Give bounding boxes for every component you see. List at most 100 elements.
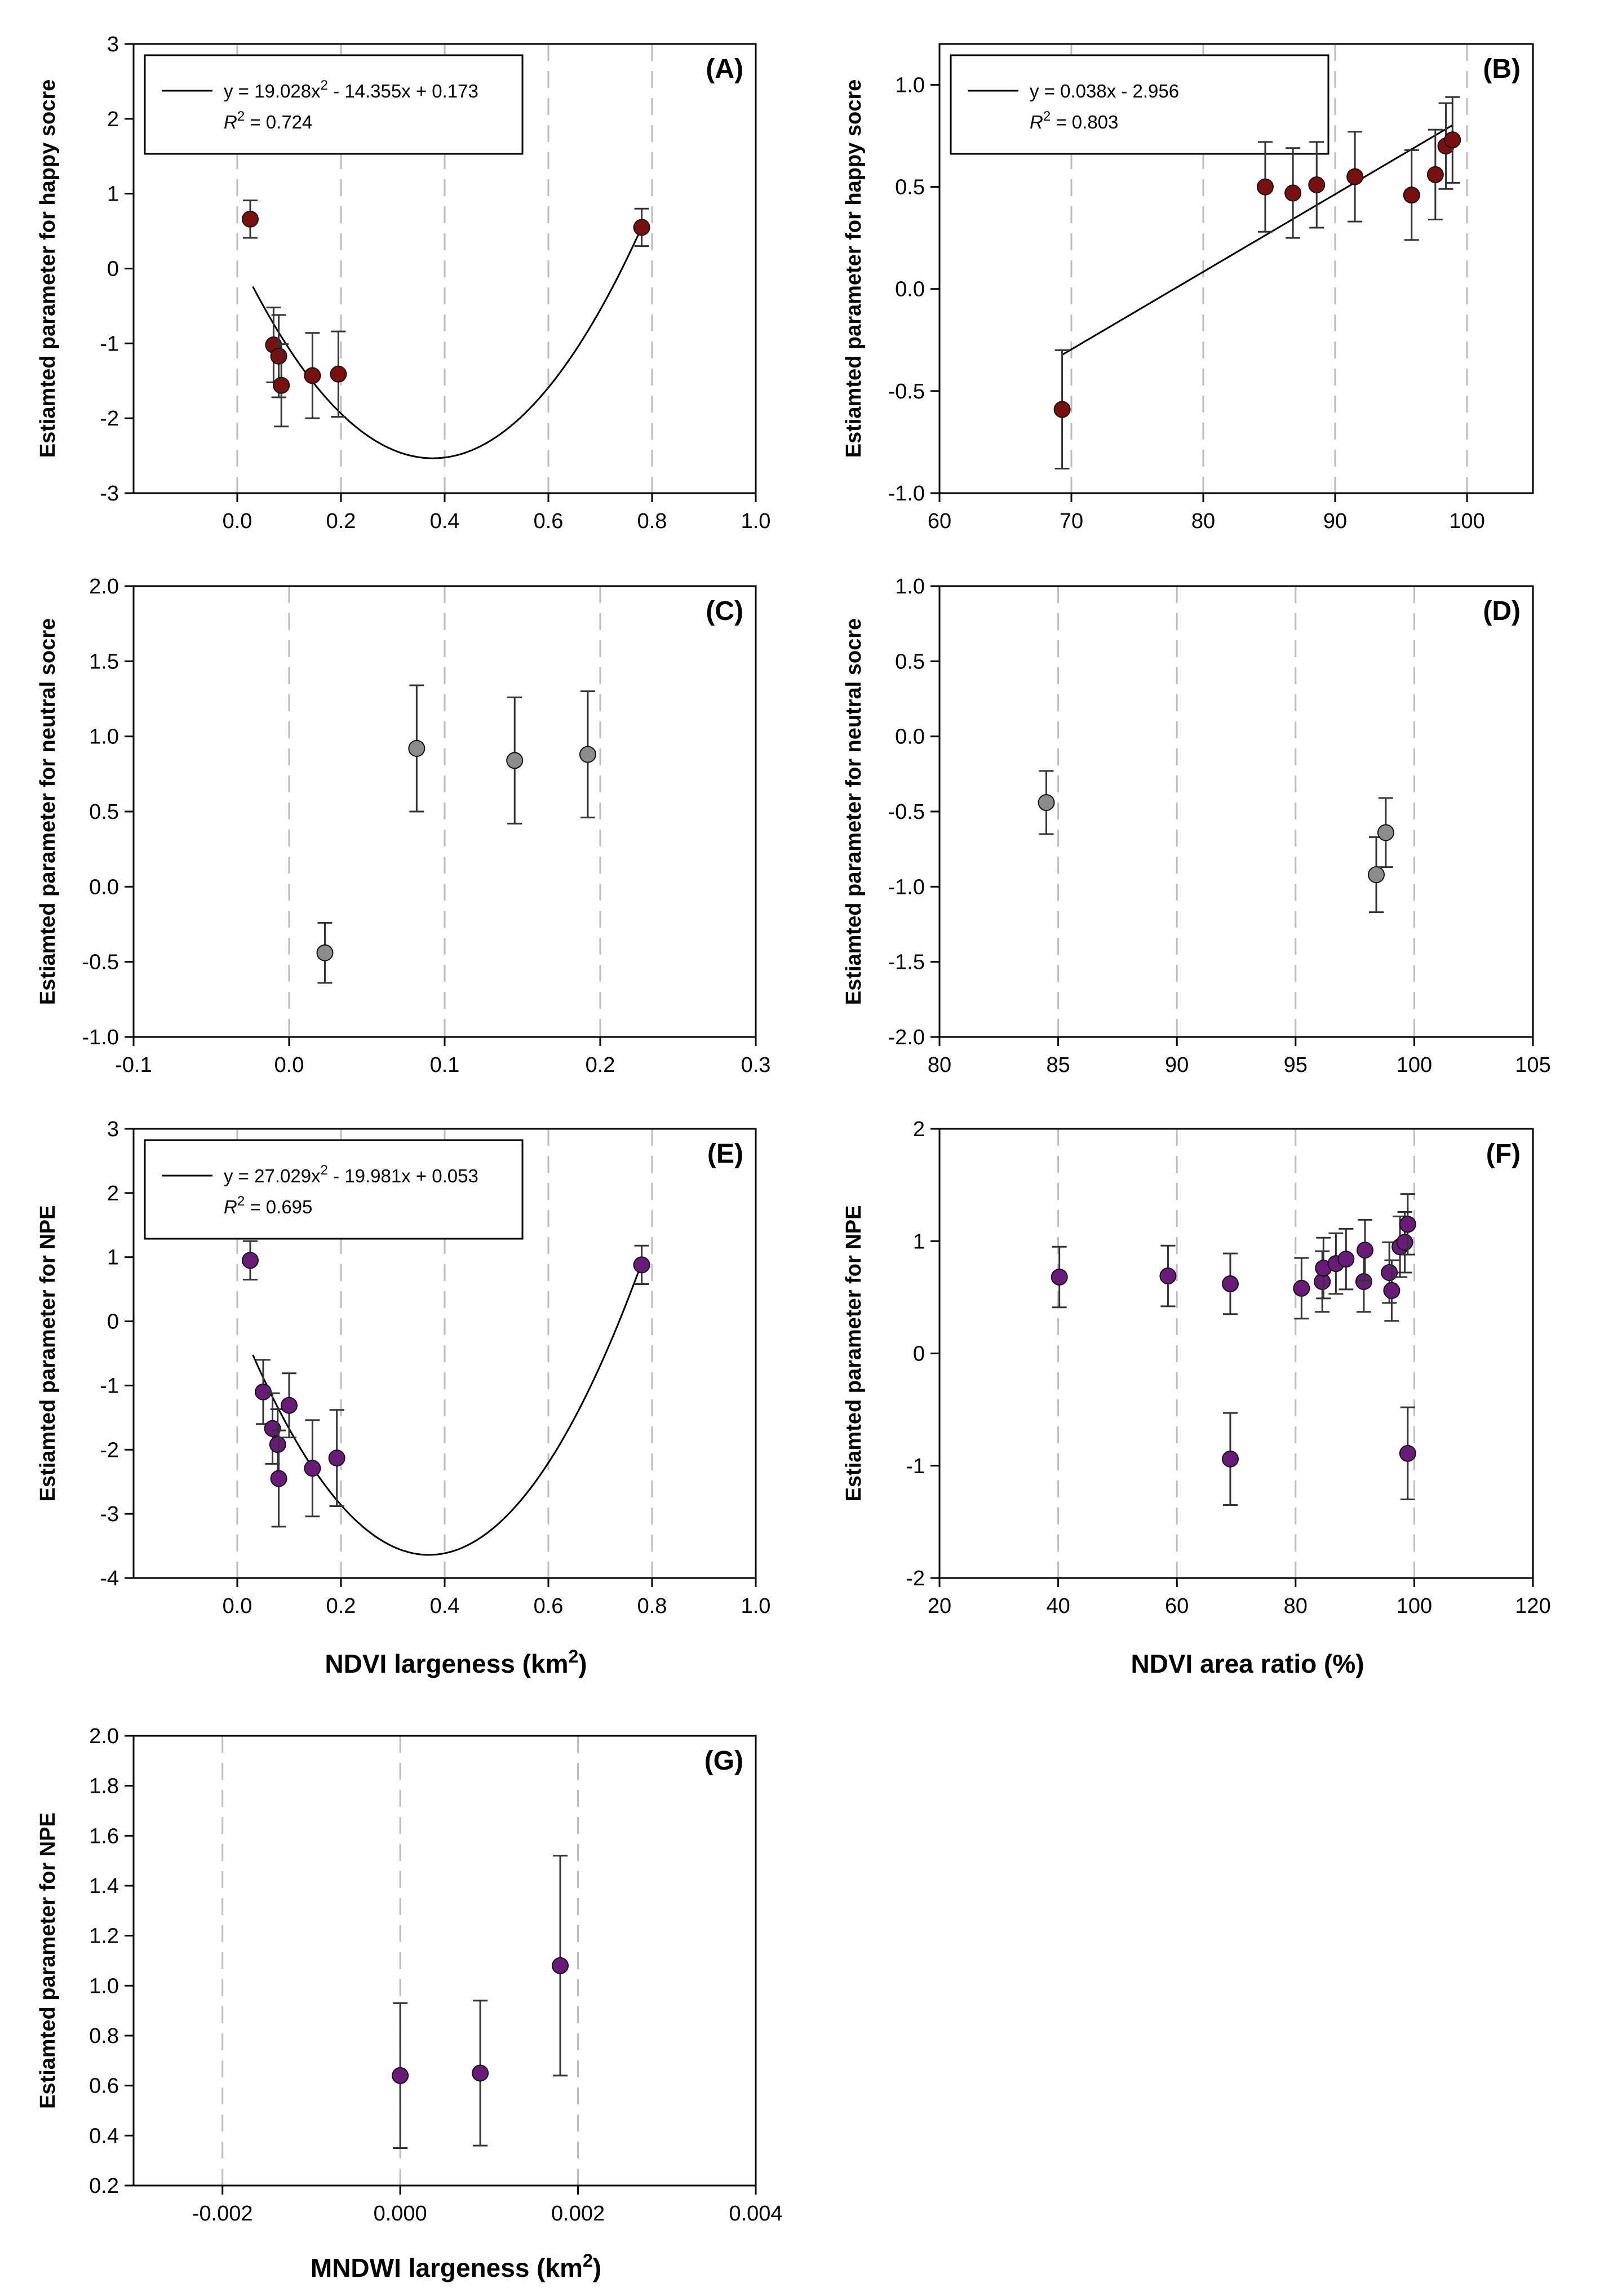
plot-frame: [938, 43, 1534, 494]
x-tick-label: 60: [1165, 1594, 1189, 1618]
data-point: [1396, 1234, 1413, 1251]
y-tick-label: 0.2: [89, 2174, 119, 2198]
y-tick-label: 0.0: [895, 278, 925, 302]
legend-r-squared: R2 = 0.724: [224, 109, 312, 132]
legend-equation: y = 27.029x2 - 19.981x + 0.053: [224, 1163, 478, 1186]
data-point: [1383, 1282, 1401, 1299]
data-point: [1308, 176, 1326, 193]
panel-c: -0.1 0.0 0.1 0.2 0.3 -1.0 -0.5 0.0 0.5 1.0 1.5 2.0 E…: [36, 575, 770, 1077]
data-point: [269, 1436, 286, 1453]
legend-r-squared: R2 = 0.695: [224, 1194, 312, 1217]
panel-f: 20 40 60 80 100 120 -2 -1 0 1 2 Estiamted parameter…: [842, 1118, 1551, 1678]
y-tick-label: 1.5: [89, 650, 119, 673]
x-tick-label: -0.002: [192, 2202, 253, 2226]
y-tick-label: 1.2: [89, 1925, 119, 1948]
x-tick-label: 85: [1046, 1053, 1070, 1077]
y-axis-title: Estiamted parameter for NPE: [842, 1205, 866, 1502]
panel-e: 0.0 0.2 0.4 0.6 0.8 1.0 -4 -3 -2 -1 0 1 2 3 Estiamted …: [36, 1118, 770, 1678]
x-tick-label: 40: [1046, 1594, 1070, 1618]
x-tick-label: 20: [928, 1594, 951, 1618]
legend-r-squared: R2 = 0.803: [1030, 109, 1118, 132]
x-tick-label: 0.6: [534, 1594, 564, 1618]
y-tick-label: -0.5: [82, 951, 119, 974]
data-point: [270, 347, 287, 365]
x-tick-label: 60: [928, 509, 951, 533]
y-tick-label: 1.0: [895, 575, 925, 599]
panel-d: 80 85 90 95 100 105 -2.0 -1.5 -1.0 -0.5 0.0 0.5 1.0 E…: [842, 575, 1551, 1077]
data-point: [1293, 1279, 1310, 1297]
y-tick-label: -1: [100, 1374, 119, 1398]
fit-line: [252, 1262, 643, 1556]
x-tick-label: 0.4: [430, 509, 460, 533]
x-tick-label: 0.8: [637, 1594, 667, 1618]
panel-b: 60 70 80 90 100 -1.0 -0.5 0.0 0.5 1.0 Estiamted pa…: [842, 43, 1534, 533]
y-tick-label: 0: [107, 258, 119, 281]
panel-label: (C): [706, 596, 743, 626]
y-tick-label: 0.0: [89, 875, 119, 899]
y-tick-label: -1: [100, 332, 119, 356]
x-tick-label: 100: [1397, 1594, 1432, 1618]
y-tick-label: 0.5: [895, 176, 925, 200]
y-tick-label: -3: [100, 1502, 119, 1526]
x-tick-label: 100: [1397, 1053, 1432, 1077]
x-tick-label: 0.4: [430, 1594, 460, 1618]
fit-line: [1061, 124, 1453, 356]
data-point: [1426, 166, 1444, 183]
x-tick-label: 105: [1515, 1053, 1550, 1077]
legend-equation: y = 19.028x2 - 14.355x + 0.173: [224, 78, 478, 101]
data-point: [264, 1420, 281, 1437]
y-tick-label: 3: [107, 33, 119, 56]
data-point: [633, 1256, 650, 1274]
data-point: [1346, 168, 1364, 185]
data-point: [1399, 1444, 1416, 1462]
x-tick-label: 0.3: [741, 1053, 771, 1077]
x-tick-label: -0.1: [115, 1053, 152, 1077]
x-tick-label: 100: [1449, 509, 1484, 533]
plot-frame: [938, 1128, 1534, 1579]
y-tick-label: -1.0: [888, 482, 925, 506]
data-point: [281, 1397, 298, 1414]
x-tick-label: 120: [1515, 1594, 1550, 1618]
x-axis-title: NDVI area ratio (%): [1131, 1649, 1364, 1678]
data-point: [316, 944, 334, 961]
x-tick-label: 80: [1191, 509, 1215, 533]
x-tick-label: 95: [1284, 1053, 1308, 1077]
y-tick-label: 1.8: [89, 1775, 119, 1798]
y-tick-label: 1.0: [89, 1974, 119, 1998]
x-tick-label: 0.004: [729, 2202, 782, 2226]
data-point: [330, 365, 347, 383]
data-point: [304, 367, 321, 384]
data-point: [1381, 1264, 1398, 1282]
legend: y = 0.038x - 2.956 R2 = 0.803: [950, 54, 1329, 155]
x-tick-label: 0.6: [534, 509, 564, 533]
data-point: [242, 1252, 259, 1269]
x-tick-label: 90: [1165, 1053, 1189, 1077]
y-tick-label: 0: [913, 1342, 925, 1366]
y-axis-title: Estiamted parameter for NPE: [36, 1205, 60, 1502]
y-tick-label: -1: [906, 1455, 925, 1478]
y-tick-label: 0.8: [89, 2024, 119, 2048]
data-point: [1368, 866, 1385, 883]
y-tick-label: 1: [107, 1246, 119, 1270]
x-tick-label: 70: [1060, 509, 1083, 533]
x-axis-title: MNDWI largeness (km2): [311, 2250, 601, 2282]
y-tick-label: 3: [107, 1118, 119, 1141]
data-point: [1444, 131, 1461, 149]
data-point: [1284, 184, 1302, 202]
y-axis-title: Estiamted parameter for neutral socre: [36, 618, 60, 1005]
x-tick-label: 0.2: [326, 1594, 356, 1618]
y-tick-label: 1.0: [89, 725, 119, 749]
data-point: [255, 1383, 272, 1400]
data-point: [242, 210, 259, 228]
data-point: [472, 2064, 489, 2082]
data-point: [392, 2067, 409, 2084]
y-tick-label: 1: [107, 183, 119, 206]
y-tick-label: 2: [107, 1182, 119, 1205]
y-tick-label: 0.0: [895, 725, 925, 749]
data-point: [1377, 824, 1394, 841]
data-point: [506, 752, 524, 769]
y-tick-label: -1.0: [82, 1026, 119, 1049]
x-tick-label: 80: [928, 1053, 951, 1077]
data-point: [1051, 1269, 1068, 1286]
